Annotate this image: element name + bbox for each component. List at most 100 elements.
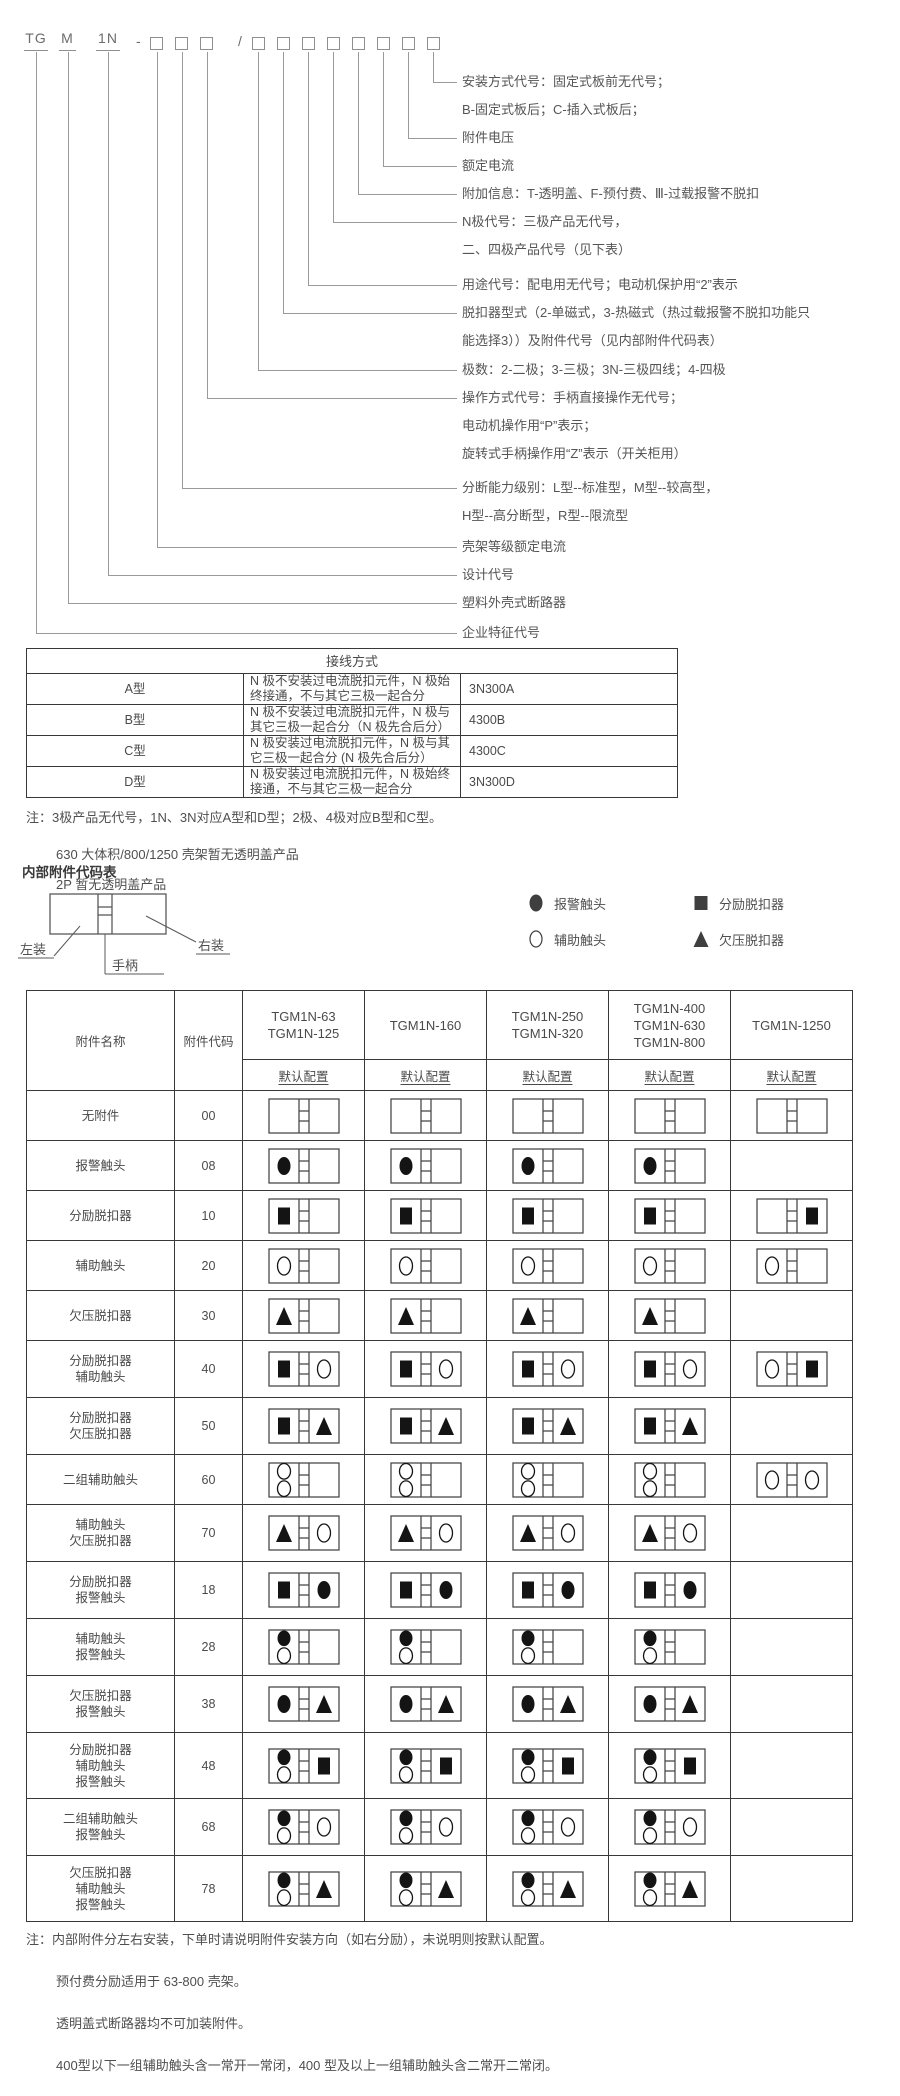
breaker-mounting-diagram: 左装 手柄 右装 xyxy=(18,893,230,975)
accessory-notes: 注：内部附件分左右安装，下单时请说明附件安装方向（如右分励），未说明则按默认配置… xyxy=(26,1930,558,2076)
accessory-config-cell xyxy=(486,1732,609,1799)
breaker-glyph xyxy=(389,1247,462,1284)
accessory-name-cell: 分励脱扣器 报警触头 xyxy=(26,1561,175,1619)
legend-label: 欠压脱扣器 xyxy=(719,932,785,948)
code-label: H型--高分断型，R型--限流型 xyxy=(462,508,629,523)
glyph-wrap xyxy=(365,1097,486,1134)
col-header-model: TGM1N-63 TGM1N-125 xyxy=(242,990,365,1060)
glyph-wrap xyxy=(609,1297,730,1334)
glyph-wrap xyxy=(243,1572,364,1608)
legend-item-shunt: 分励脱扣器 xyxy=(693,893,858,913)
accessory-config-cell xyxy=(242,1454,365,1505)
wiring-table-row: D型 N 极安装过电流脱扣元件，N 极始终接通，不与其它三极一起合分 3N300D xyxy=(26,766,678,798)
breaker-glyph xyxy=(267,1097,340,1134)
glyph-wrap xyxy=(487,1629,608,1665)
accessory-config-cell xyxy=(608,1504,731,1562)
model-code-box xyxy=(302,37,315,50)
code-connector-line xyxy=(383,52,457,167)
accessory-name-cell: 欠压脱扣器 辅助触头 报警触头 xyxy=(26,1855,175,1922)
code-connector-line xyxy=(308,52,457,286)
accessory-code-cell: 18 xyxy=(174,1561,243,1619)
breaker-glyph xyxy=(511,1351,584,1387)
accessory-name-cell: 辅助触头 xyxy=(26,1240,175,1291)
accessory-config-cell xyxy=(364,1504,487,1562)
code-label: 分断能力级别：L型--标准型，M型--较高型， xyxy=(462,480,719,495)
legend-label: 分励脱扣器 xyxy=(719,896,785,912)
breaker-glyph xyxy=(267,1147,340,1184)
accessory-config-cell xyxy=(486,1675,609,1733)
wiring-table-cell: N 极安装过电流脱扣元件，N 极始终接通，不与其它三极一起合分 xyxy=(243,766,461,798)
accessory-config-cell xyxy=(242,1290,365,1341)
glyph-wrap xyxy=(365,1747,486,1784)
wiring-note-line: 注：3极产品无代号，1N、3N对应A型和D型；2极、4极对应B型和C型。 xyxy=(26,810,443,825)
accessory-config-cell xyxy=(364,1855,487,1922)
legend-item-aux: 辅助触头 xyxy=(528,929,693,949)
model-code-box xyxy=(277,37,290,50)
legend-label: 辅助触头 xyxy=(554,932,607,948)
default-config-header: 默认配置 xyxy=(730,1059,853,1091)
glyph-wrap xyxy=(243,1197,364,1234)
accessory-name-cell: 无附件 xyxy=(26,1090,175,1141)
glyph-wrap xyxy=(487,1515,608,1551)
glyph-wrap xyxy=(487,1351,608,1387)
breaker-glyph xyxy=(755,1247,828,1284)
breaker-glyph xyxy=(633,1297,706,1334)
glyph-wrap xyxy=(609,1629,730,1665)
col-header-model: TGM1N-250 TGM1N-320 xyxy=(486,990,609,1060)
breaker-glyph xyxy=(633,1870,706,1907)
default-config-label: 默认配置 xyxy=(644,1069,695,1084)
wiring-table-cell: 3N300D xyxy=(460,766,678,798)
accessory-config-cell xyxy=(486,1090,609,1141)
breaker-glyph xyxy=(389,1572,462,1608)
accessory-config-cell xyxy=(608,1190,731,1241)
model-code-box xyxy=(427,37,440,50)
glyph-wrap xyxy=(243,1686,364,1722)
code-label: 电动机操作用“P”表示； xyxy=(462,418,597,433)
accessory-code-cell: 48 xyxy=(174,1732,243,1799)
code-label: 附件电压 xyxy=(462,130,515,145)
breaker-glyph xyxy=(267,1686,340,1722)
accessory-row: 分励脱扣器 欠压脱扣器 50 xyxy=(26,1397,853,1455)
accessory-config-cell xyxy=(730,1397,853,1455)
undervoltage-release-icon xyxy=(693,931,709,947)
accessory-code-cell: 40 xyxy=(174,1340,243,1398)
wiring-table-cell: A型 xyxy=(26,673,244,705)
accessory-name-cell: 欠压脱扣器 报警触头 xyxy=(26,1675,175,1733)
code-label: 附加信息：T-透明盖、F-预付费、Ⅲ-过载报警不脱扣 xyxy=(462,186,760,201)
code-label: 安装方式代号：固定式板前无代号； xyxy=(462,74,671,89)
code-connector-line xyxy=(408,52,457,139)
breaker-glyph xyxy=(267,1747,340,1784)
code-connector-line xyxy=(433,52,457,83)
breaker-glyph xyxy=(755,1097,828,1134)
col-header-model: TGM1N-160 xyxy=(364,990,487,1060)
accessory-config-cell xyxy=(608,1618,731,1676)
glyph-wrap xyxy=(243,1097,364,1134)
code-label: 塑料外壳式断路器 xyxy=(462,595,567,610)
glyph-wrap xyxy=(243,1247,364,1284)
breaker-glyph xyxy=(267,1461,340,1498)
code-label: 额定电流 xyxy=(462,158,515,173)
glyph-wrap xyxy=(731,1197,852,1234)
default-config-header: 默认配置 xyxy=(242,1059,365,1091)
code-connector-line xyxy=(182,52,457,489)
breaker-glyph xyxy=(511,1097,584,1134)
accessory-code-cell: 38 xyxy=(174,1675,243,1733)
glyph-wrap xyxy=(487,1097,608,1134)
accessory-config-cell xyxy=(730,1454,853,1505)
accessory-config-cell xyxy=(608,1397,731,1455)
glyph-wrap xyxy=(365,1247,486,1284)
accessory-config-cell xyxy=(364,1340,487,1398)
accessory-config-cell xyxy=(242,1190,365,1241)
breaker-glyph xyxy=(511,1686,584,1722)
glyph-wrap xyxy=(243,1870,364,1907)
wiring-note-line: 2P 暂无透明盖产品 xyxy=(56,877,167,892)
model-code-token: M xyxy=(59,30,76,51)
accessory-config-cell xyxy=(242,1732,365,1799)
accessory-note-line: 注：内部附件分左右安装，下单时请说明附件安装方向（如右分励），未说明则按默认配置… xyxy=(26,1932,553,1947)
auxiliary-contact-icon xyxy=(529,930,543,948)
model-code-box xyxy=(377,37,390,50)
glyph-wrap xyxy=(609,1870,730,1907)
accessory-note-line: 预付费分励适用于 63-800 壳架。 xyxy=(56,1974,247,1989)
accessory-name-cell: 分励脱扣器 辅助触头 xyxy=(26,1340,175,1398)
accessory-config-cell xyxy=(730,1618,853,1676)
